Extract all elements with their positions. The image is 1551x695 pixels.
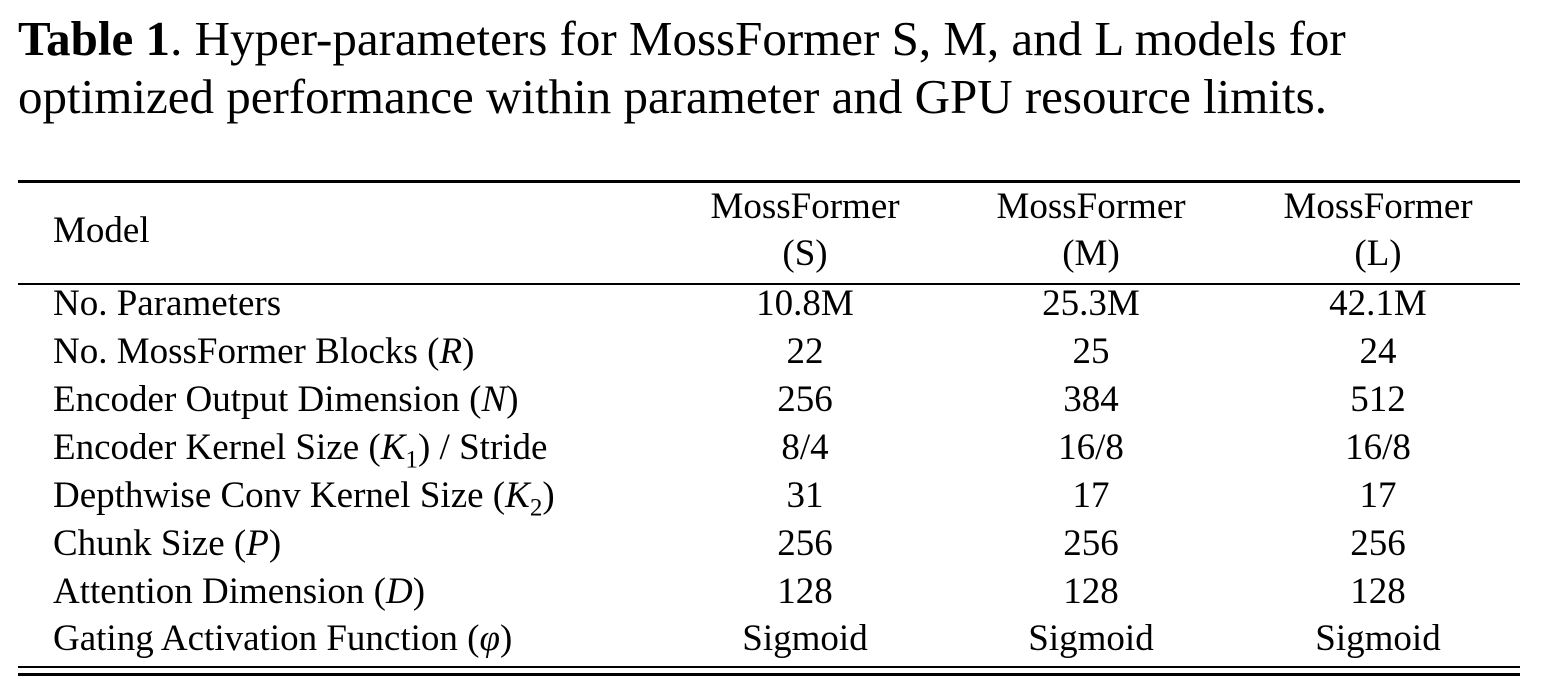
row-label: Chunk Size (P) bbox=[53, 523, 282, 564]
row-symbol: R bbox=[439, 331, 463, 372]
row-label: Gating Activation Function (φ) bbox=[53, 618, 513, 659]
row-symbol: K bbox=[505, 475, 530, 516]
cell-l: 17 bbox=[1359, 475, 1397, 516]
row-symbol: K bbox=[380, 427, 406, 468]
caption-text: . Hyper-parameters for MossFormer S, M, … bbox=[18, 11, 1346, 124]
cell-m: 25.3M bbox=[1042, 283, 1140, 324]
row-symbol: D bbox=[385, 571, 413, 612]
cell-m: 16/8 bbox=[1058, 427, 1124, 468]
cell-m: 128 bbox=[1063, 571, 1119, 612]
header-col-m-name: MossFormer bbox=[996, 186, 1186, 227]
row-label: No. MossFormer Blocks (R) bbox=[53, 331, 475, 372]
cell-m: 256 bbox=[1063, 523, 1119, 564]
cell-s: 256 bbox=[777, 379, 833, 420]
cell-l: 24 bbox=[1359, 331, 1397, 372]
bottom-rule-upper bbox=[18, 666, 1520, 668]
row-subscript: 2 bbox=[529, 494, 543, 522]
cell-l: 128 bbox=[1350, 571, 1406, 612]
cell-s: 10.8M bbox=[756, 283, 854, 324]
header-model-label: Model bbox=[53, 210, 150, 251]
row-label: No. Parameters bbox=[53, 283, 282, 324]
cell-l: 512 bbox=[1350, 379, 1406, 420]
cell-l: 256 bbox=[1350, 523, 1406, 564]
cell-l: 42.1M bbox=[1329, 283, 1427, 324]
row-symbol: N bbox=[481, 379, 507, 420]
row-label: Encoder Output Dimension (N) bbox=[53, 379, 519, 420]
row-label: Encoder Kernel Size (K1) / Stride bbox=[53, 427, 548, 474]
cell-m: Sigmoid bbox=[1028, 618, 1154, 659]
row-label: Attention Dimension (D) bbox=[53, 571, 426, 612]
top-rule bbox=[18, 180, 1520, 183]
cell-m: 25 bbox=[1072, 331, 1110, 372]
cell-s: 22 bbox=[786, 331, 824, 372]
table-caption: Table 1. Hyper-parameters for MossFormer… bbox=[18, 10, 1538, 126]
cell-s: 31 bbox=[786, 475, 824, 516]
cell-s: 8/4 bbox=[781, 427, 829, 468]
cell-m: 17 bbox=[1072, 475, 1110, 516]
header-rule bbox=[18, 283, 1520, 285]
header-col-l-name: MossFormer bbox=[1283, 186, 1473, 227]
header-col-l-size: (L) bbox=[1354, 233, 1402, 274]
caption-label: Table 1 bbox=[18, 11, 171, 66]
row-symbol: φ bbox=[479, 618, 500, 659]
header-col-s-size: (S) bbox=[782, 233, 828, 274]
cell-l: 16/8 bbox=[1345, 427, 1411, 468]
header-col-m-size: (M) bbox=[1062, 233, 1120, 274]
cell-s: Sigmoid bbox=[742, 618, 868, 659]
row-subscript: 1 bbox=[405, 446, 418, 474]
bottom-rule-lower bbox=[18, 673, 1520, 676]
row-symbol: P bbox=[246, 523, 269, 564]
header-col-s-name: MossFormer bbox=[710, 186, 900, 227]
cell-s: 128 bbox=[777, 571, 833, 612]
row-label: Depthwise Conv Kernel Size (K2) bbox=[53, 475, 555, 522]
cell-s: 256 bbox=[777, 523, 833, 564]
cell-m: 384 bbox=[1063, 379, 1119, 420]
cell-l: Sigmoid bbox=[1315, 618, 1441, 659]
